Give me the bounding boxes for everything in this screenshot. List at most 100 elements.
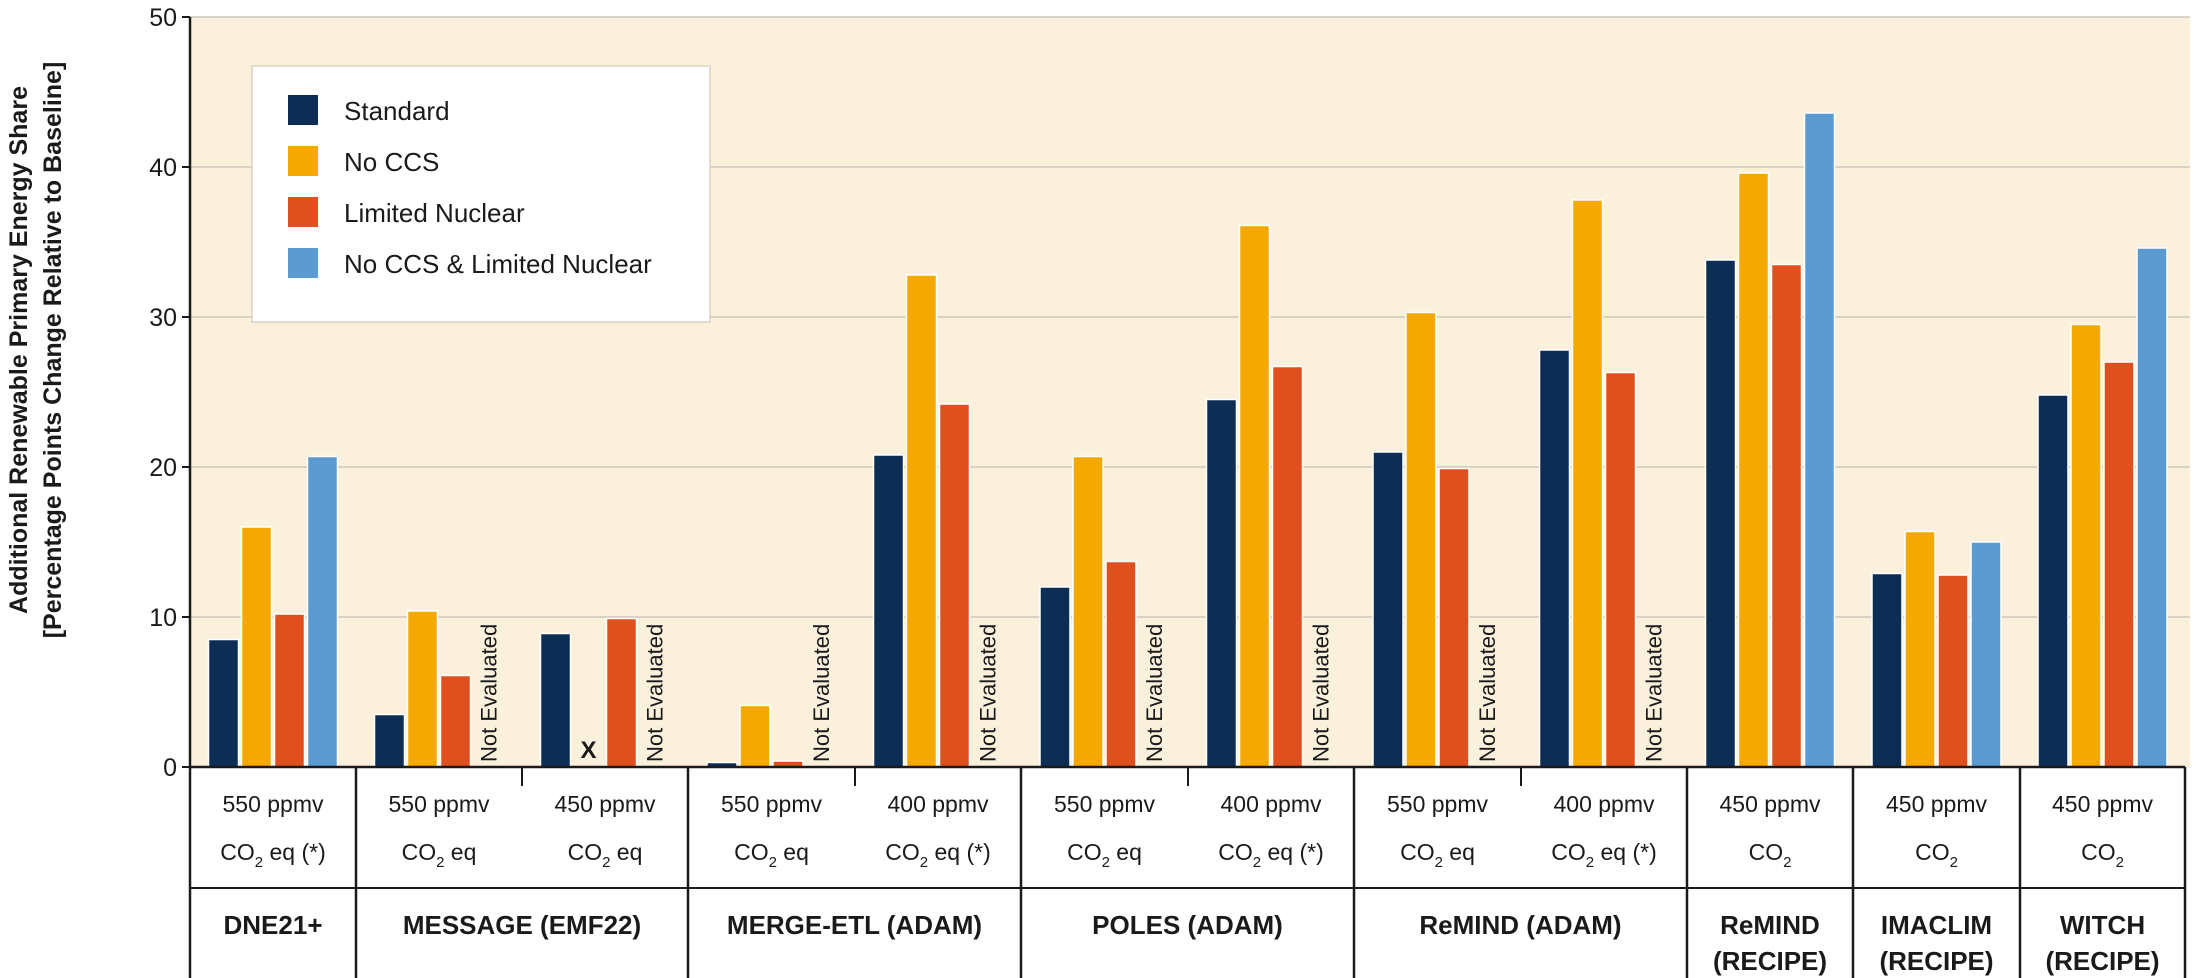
bar-standard <box>1039 586 1071 768</box>
model-label: MERGE-ETL (ADAM) <box>727 910 982 940</box>
y-axis-label-line1: Additional Renewable Primary Energy Shar… <box>5 86 33 614</box>
legend-box <box>251 65 711 323</box>
bar-no-ccs <box>1238 224 1271 768</box>
bar-no-ccs <box>1904 530 1936 768</box>
model-label: MESSAGE (EMF22) <box>403 910 641 940</box>
model-label: DNE21+ <box>224 910 323 940</box>
bar-limited-nuclear <box>439 674 472 768</box>
bar-no-ccs <box>905 274 938 768</box>
scenario-label-line1: 400 ppmv <box>1553 791 1655 817</box>
bar-standard <box>1205 398 1238 768</box>
bar-limited-nuclear <box>1937 574 1969 768</box>
bar-limited-nuclear <box>1604 371 1637 768</box>
bar-limited-nuclear <box>1770 263 1803 768</box>
scenario-label-line2: CO2 eq <box>734 839 809 871</box>
scenario-label-line2: CO2 eq <box>568 839 643 871</box>
bar-standard <box>872 454 905 768</box>
scenario-label-line1: 450 ppmv <box>1886 791 1988 817</box>
scenario-label-line2: CO2 eq <box>1067 839 1142 871</box>
bar-standard <box>1871 572 1903 768</box>
model-label-line2: (RECIPE) <box>1879 946 1993 976</box>
model-label-line2: (RECIPE) <box>2045 946 2159 976</box>
y-tick-label: 50 <box>149 4 177 32</box>
model-label-line2: (RECIPE) <box>1713 946 1827 976</box>
scenario-label-line1: 450 ppmv <box>554 791 656 817</box>
bar-standard <box>1538 349 1571 768</box>
y-axis: 0 10 20 30 40 50 <box>149 4 192 782</box>
model-label: POLES (ADAM) <box>1092 910 1283 940</box>
not-evaluated-label: Not Evaluated <box>1309 624 1334 762</box>
not-evaluated-label: Not Evaluated <box>809 624 834 762</box>
scenario-label-line1: 450 ppmv <box>1719 791 1821 817</box>
not-evaluated-label: Not Evaluated <box>1142 624 1167 762</box>
bar-no-ccs-limited-nuclear <box>306 455 339 768</box>
legend-swatch <box>288 197 318 227</box>
bar-limited-nuclear <box>273 613 306 768</box>
bar-no-ccs <box>1737 172 1770 768</box>
legend-swatch <box>288 146 318 176</box>
scenario-label-line1: 550 ppmv <box>721 791 823 817</box>
scenario-label-line1: 450 ppmv <box>2052 791 2154 817</box>
bar-standard <box>539 632 572 768</box>
legend-label: Standard <box>344 96 450 126</box>
scenario-label-line2: CO2 <box>1915 839 1958 871</box>
scenario-label-line2: CO2 eq (*) <box>1218 839 1323 871</box>
model-label: ReMIND <box>1720 910 1820 940</box>
excluded-mark: X <box>580 737 596 764</box>
not-evaluated-label: Not Evaluated <box>976 624 1001 762</box>
not-evaluated-label: Not Evaluated <box>1475 624 1500 762</box>
scenario-label-line1: 550 ppmv <box>1054 791 1156 817</box>
scenario-label-line1: 550 ppmv <box>222 791 324 817</box>
bar-standard <box>373 713 406 768</box>
scenario-label-line1: 400 ppmv <box>1220 791 1322 817</box>
bar-no-ccs <box>406 610 439 768</box>
bar-no-ccs <box>1571 199 1604 768</box>
bar-limited-nuclear <box>1438 467 1470 768</box>
bar-no-ccs-limited-nuclear <box>2136 247 2168 768</box>
not-evaluated-label: Not Evaluated <box>1642 624 1667 762</box>
y-axis-label-line2: [Percentage Points Change Relative to Ba… <box>39 62 67 639</box>
bar-limited-nuclear <box>1271 365 1304 768</box>
bar-standard <box>1704 259 1737 768</box>
legend-swatch <box>288 95 318 125</box>
bar-no-ccs-limited-nuclear <box>1970 541 2002 768</box>
bar-no-ccs-limited-nuclear <box>1803 112 1836 768</box>
model-label: ReMIND (ADAM) <box>1419 910 1621 940</box>
bar-no-ccs <box>739 704 771 768</box>
bar-limited-nuclear <box>1105 560 1137 768</box>
model-label: WITCH <box>2060 910 2145 940</box>
bar-limited-nuclear <box>605 617 638 768</box>
x-axis: 550 ppmv CO2 eq (*) 550 ppmv CO2 eq 450 ppmv… <box>188 765 2187 978</box>
scenario-label-line2: CO2 <box>1749 839 1792 871</box>
bar-no-ccs <box>1072 455 1104 768</box>
bar-standard <box>1372 451 1404 768</box>
model-label: IMACLIM <box>1881 910 1992 940</box>
scenario-label-line1: 550 ppmv <box>388 791 490 817</box>
legend-label: No CCS <box>344 147 439 177</box>
scenario-label-line2: CO2 eq <box>1400 839 1475 871</box>
scenario-label-line2: CO2 eq (*) <box>220 839 325 871</box>
bar-limited-nuclear <box>938 403 971 768</box>
bar-no-ccs <box>2070 323 2102 768</box>
legend-swatch <box>288 248 318 278</box>
not-evaluated-label: Not Evaluated <box>643 624 668 762</box>
legend-label: No CCS & Limited Nuclear <box>344 249 652 279</box>
scenario-label-line1: 400 ppmv <box>887 791 989 817</box>
bars: Not Evaluated X Not Evaluated Not Evaluated… <box>207 112 2168 768</box>
y-tick-label: 40 <box>149 154 177 182</box>
y-tick-label: 30 <box>149 304 177 332</box>
y-tick-label: 20 <box>149 454 177 482</box>
bar-no-ccs <box>1405 311 1437 768</box>
legend: Standard No CCS Limited Nuclear No CCS & Li… <box>251 65 711 323</box>
scenario-label-line2: CO2 <box>2081 839 2124 871</box>
scenario-label-line2: CO2 eq (*) <box>1551 839 1656 871</box>
legend-label: Limited Nuclear <box>344 198 525 228</box>
scenario-label-line2: CO2 eq (*) <box>885 839 990 871</box>
scenario-label-line1: 550 ppmv <box>1387 791 1489 817</box>
bar-standard <box>2037 394 2069 768</box>
y-tick-label: 0 <box>163 754 177 782</box>
bar-no-ccs <box>240 526 273 768</box>
bar-limited-nuclear <box>2103 361 2135 768</box>
scenario-label-line2: CO2 eq <box>402 839 477 871</box>
